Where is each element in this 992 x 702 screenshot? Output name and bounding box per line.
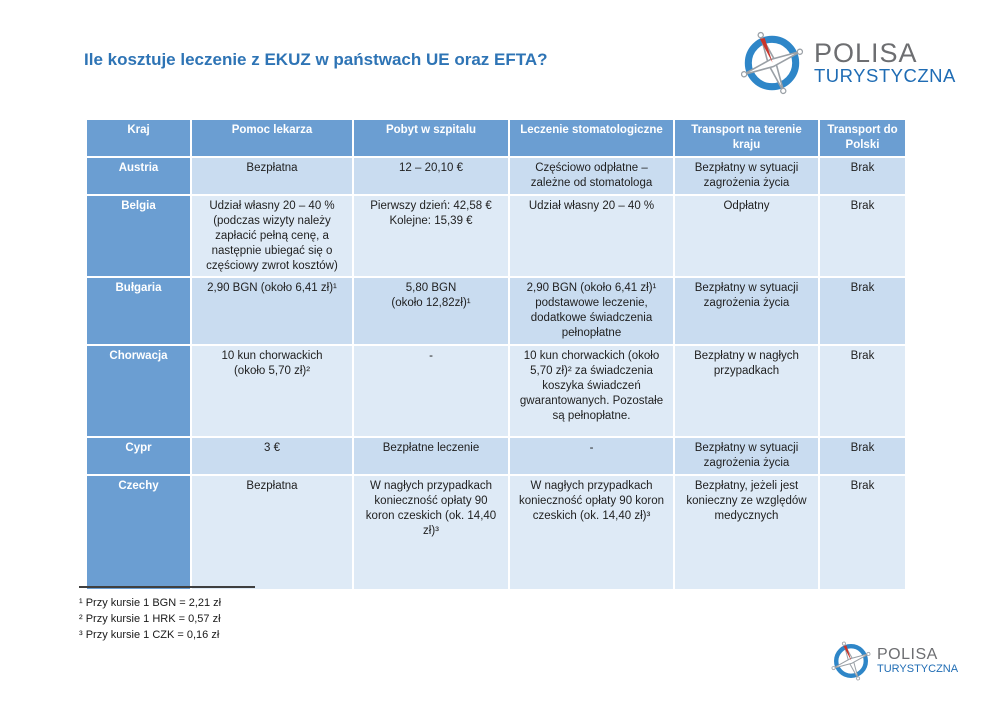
cell-pomoc: 10 kun chorwackich (około 5,70 zł)²: [190, 344, 354, 439]
country-cell: Austria: [85, 155, 192, 196]
logo-name: POLISA: [877, 646, 938, 664]
table-row-austria: Austria Bezpłatna 12 – 20,10 € Częściowo…: [85, 155, 907, 196]
compass-icon: [831, 641, 871, 681]
cell-stomatolog: -: [508, 436, 675, 477]
cell-pobyt: Pierwszy dzień: 42,58 € Kolejne: 15,39 €: [352, 193, 510, 279]
table-header-row: Kraj Pomoc lekarza Pobyt w szpitalu Lecz…: [85, 118, 907, 158]
cell-transport-polska: Brak: [818, 155, 907, 196]
cell-transport-polska: Brak: [818, 474, 907, 592]
cell-transport-polska: Brak: [818, 193, 907, 279]
page-title: Ile kosztuje leczenie z EKUZ w państwach…: [84, 50, 548, 69]
cell-pobyt: Bezpłatne leczenie: [352, 436, 510, 477]
cell-stomatolog: 2,90 BGN (około 6,41 zł)¹ podstawowe lec…: [508, 276, 675, 347]
logo-small: POLISA TURYSTYCZNA: [831, 641, 958, 681]
compass-icon: [740, 31, 804, 95]
footnote-3: ³ Przy kursie 1 CZK = 0,16 zł: [79, 629, 220, 641]
cell-stomatolog: W nagłych przypadkach konieczność opłaty…: [508, 474, 675, 592]
country-cell: Chorwacja: [85, 344, 192, 439]
table-row-belgia: Belgia Udział własny 20 – 40 % (podczas …: [85, 193, 907, 279]
header-transport-polska: Transport do Polski: [818, 118, 907, 158]
country-cell: Czechy: [85, 474, 192, 592]
cell-transport-kraj: Bezpłatny w sytuacji zagrożenia życia: [673, 436, 820, 477]
cell-pomoc: 2,90 BGN (około 6,41 zł)¹: [190, 276, 354, 347]
cell-transport-polska: Brak: [818, 276, 907, 347]
cell-pomoc: Udział własny 20 – 40 % (podczas wizyty …: [190, 193, 354, 279]
cell-transport-polska: Brak: [818, 436, 907, 477]
cell-pobyt: 5,80 BGN (około 12,82zł)¹: [352, 276, 510, 347]
footnote-2: ² Przy kursie 1 HRK = 0,57 zł: [79, 613, 221, 625]
footnote-divider: [79, 586, 255, 588]
table-row-bulgaria: Bułgaria 2,90 BGN (około 6,41 zł)¹ 5,80 …: [85, 276, 907, 347]
header-leczenie-stomatologiczne: Leczenie stomatologiczne: [508, 118, 675, 158]
cell-pomoc: 3 €: [190, 436, 354, 477]
header-pomoc-lekarza: Pomoc lekarza: [190, 118, 354, 158]
header-transport-kraj: Transport na terenie kraju: [673, 118, 820, 158]
cell-transport-kraj: Bezpłatny w sytuacji zagrożenia życia: [673, 276, 820, 347]
logo-name: POLISA: [814, 37, 918, 68]
cell-pobyt: 12 – 20,10 €: [352, 155, 510, 196]
country-cell: Bułgaria: [85, 276, 192, 347]
cell-transport-polska: Brak: [818, 344, 907, 439]
header-kraj: Kraj: [85, 118, 192, 158]
logo-text: POLISA TURYSTYCZNA: [814, 37, 956, 87]
cell-pobyt: W nagłych przypadkach konieczność opłaty…: [352, 474, 510, 592]
cell-transport-kraj: Bezpłatny w sytuacji zagrożenia życia: [673, 155, 820, 196]
logo-text: POLISA TURYSTYCZNA: [877, 646, 959, 675]
cell-transport-kraj: Odpłatny: [673, 193, 820, 279]
table-row-chorwacja: Chorwacja 10 kun chorwackich (około 5,70…: [85, 344, 907, 439]
header-pobyt-w-szpitalu: Pobyt w szpitalu: [352, 118, 510, 158]
country-cell: Belgia: [85, 193, 192, 279]
country-cell: Cypr: [85, 436, 192, 477]
ekuz-cost-table: Kraj Pomoc lekarza Pobyt w szpitalu Lecz…: [85, 118, 907, 592]
logo: POLISA TURYSTYCZNA: [740, 31, 956, 95]
table-row-cypr: Cypr 3 € Bezpłatne leczenie - Bezpłatny …: [85, 436, 907, 477]
cell-transport-kraj: Bezpłatny w nagłych przypadkach: [673, 344, 820, 439]
cell-pobyt: -: [352, 344, 510, 439]
logo-tagline: TURYSTYCZNA: [814, 65, 956, 87]
footnote-1: ¹ Przy kursie 1 BGN = 2,21 zł: [79, 597, 222, 609]
cell-pomoc: Bezpłatna: [190, 155, 354, 196]
cell-stomatolog: Udział własny 20 – 40 %: [508, 193, 675, 279]
cell-stomatolog: 10 kun chorwackich (około 5,70 zł)² za ś…: [508, 344, 675, 439]
cell-transport-kraj: Bezpłatny, jeżeli jest konieczny ze wzgl…: [673, 474, 820, 592]
logo-tagline: TURYSTYCZNA: [877, 662, 959, 675]
cell-stomatolog: Częściowo odpłatne – zależne od stomatol…: [508, 155, 675, 196]
table-row-czechy: Czechy Bezpłatna W nagłych przypadkach k…: [85, 474, 907, 592]
cell-pomoc: Bezpłatna: [190, 474, 354, 592]
footnotes: ¹ Przy kursie 1 BGN = 2,21 zł ² Przy kur…: [79, 586, 255, 643]
